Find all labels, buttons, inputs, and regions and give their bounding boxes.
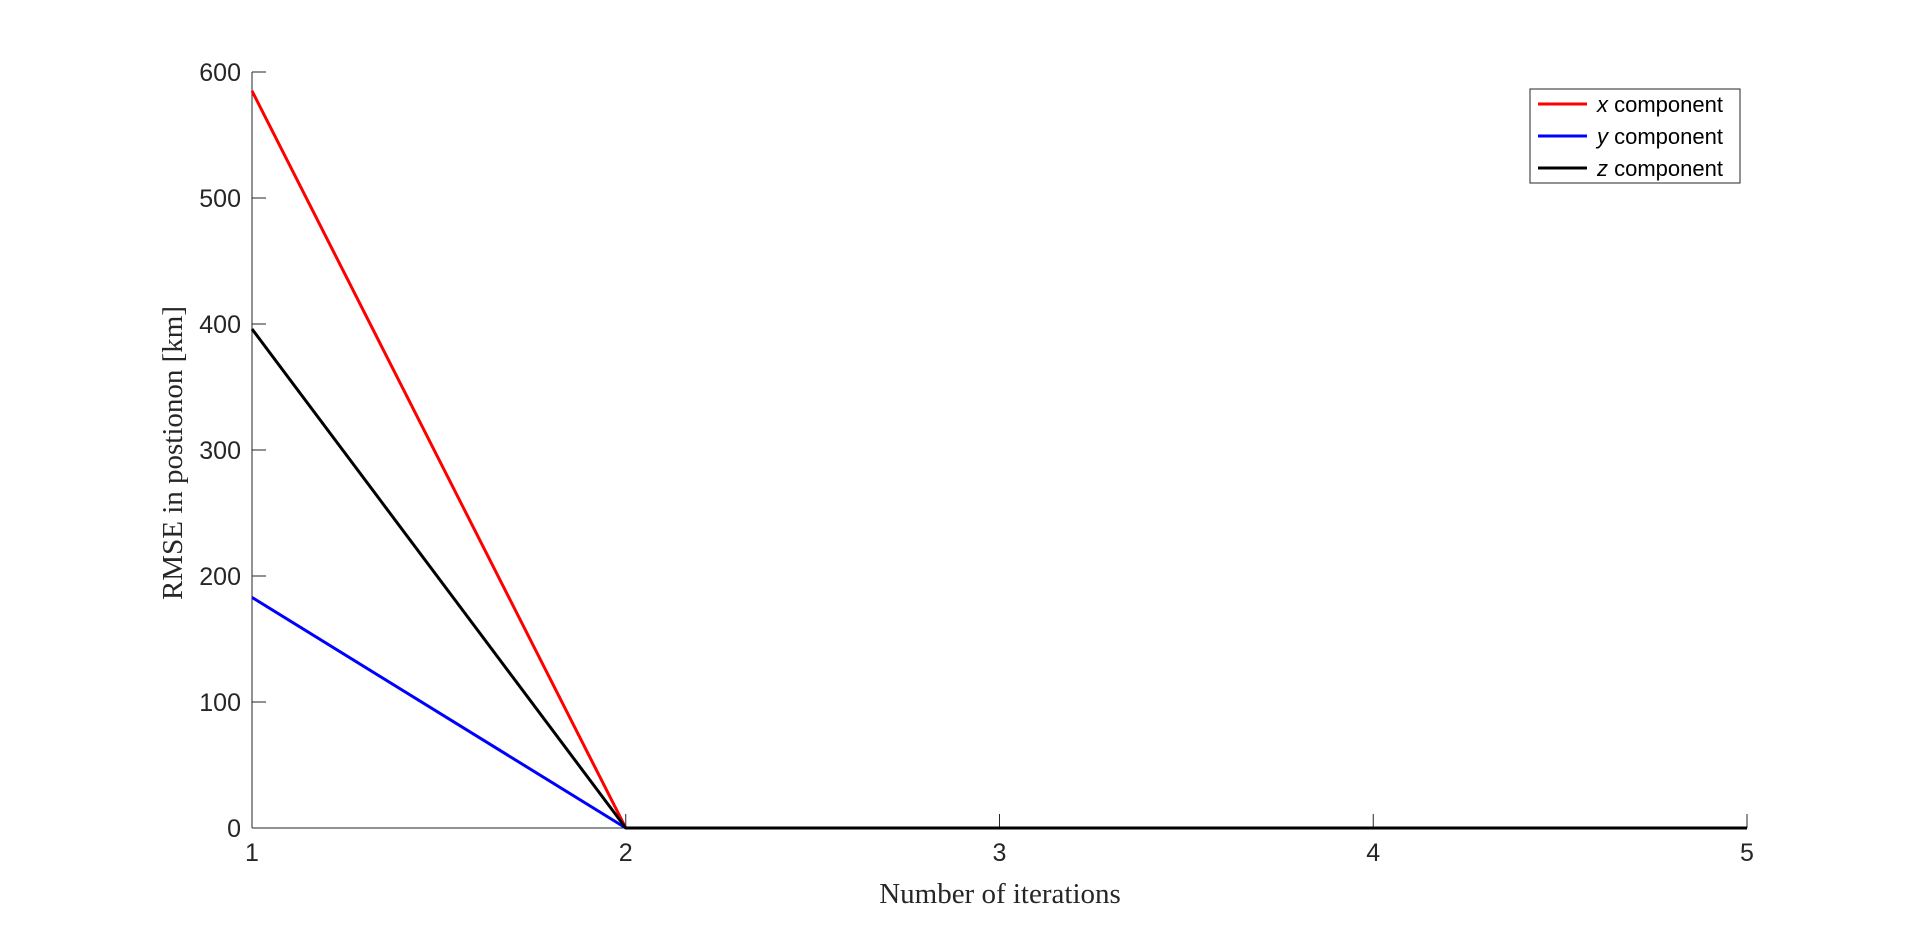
y-tick-label: 500 (199, 185, 241, 213)
legend-suffix: component (1608, 156, 1723, 181)
axes (251, 72, 1747, 829)
y-tick-label: 300 (199, 437, 241, 465)
x-tick-label: 5 (1740, 839, 1754, 867)
series-line-z-component (250, 328, 1747, 830)
legend-entry-x: x component (1596, 92, 1723, 117)
legend-entry-z: z component (1596, 156, 1723, 181)
y-ticks: 0 100 200 300 400 500 600 (199, 59, 266, 843)
legend-variable: z (1596, 156, 1608, 181)
series-layer (250, 90, 1747, 830)
x-tick-label: 3 (993, 839, 1007, 867)
y-tick-label: 100 (199, 689, 241, 717)
series-line-y-component (251, 596, 1747, 830)
y-axis-label: RMSE in postionon [km] (157, 306, 189, 600)
y-tick-label: 400 (199, 311, 241, 339)
legend-variable: x (1596, 92, 1609, 117)
x-ticks: 1 2 3 4 5 (245, 814, 1754, 867)
legend-entry-y: y component (1595, 124, 1723, 149)
x-tick-label: 1 (245, 839, 259, 867)
y-tick-label: 0 (227, 815, 241, 843)
legend-variable: y (1595, 124, 1610, 149)
series-line-x-component (250, 90, 1747, 830)
x-axis-label: Number of iterations (879, 878, 1121, 910)
x-tick-label: 4 (1366, 839, 1380, 867)
y-tick-label: 200 (199, 563, 241, 591)
legend-suffix: component (1608, 124, 1723, 149)
y-tick-label: 600 (199, 59, 241, 87)
x-tick-label: 2 (619, 839, 633, 867)
legend-suffix: component (1608, 92, 1723, 117)
